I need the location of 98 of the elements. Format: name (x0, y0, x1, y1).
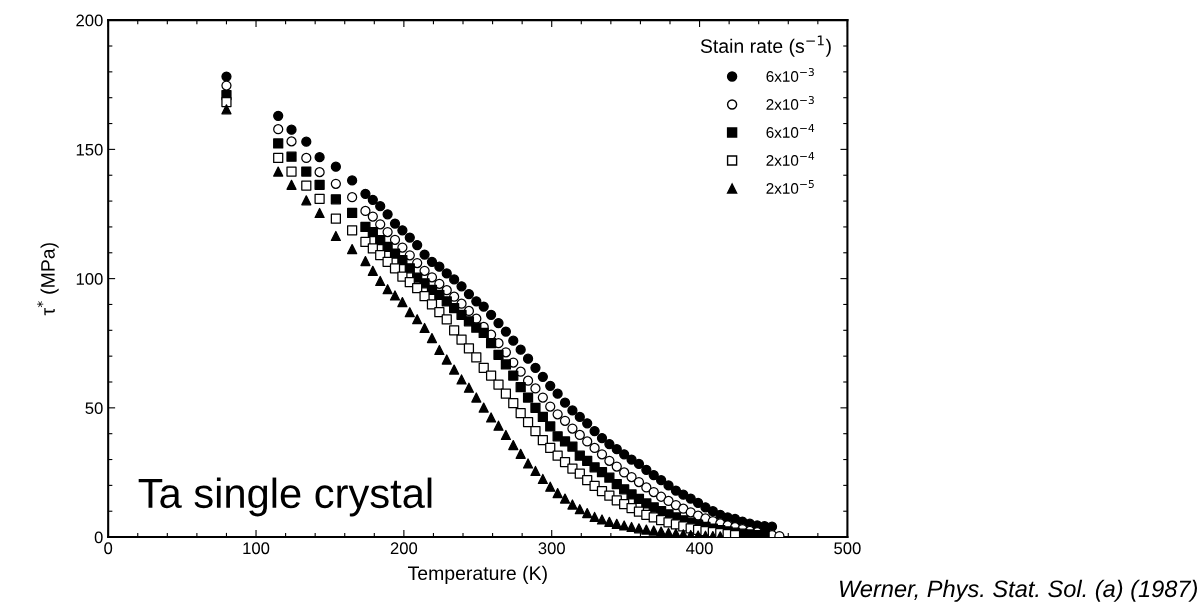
point (449, 325, 460, 336)
point (404, 307, 415, 318)
text: Werner, Phys. Stat. Sol. (a) (1987) (840, 579, 1198, 602)
point (626, 521, 637, 533)
point (485, 370, 497, 381)
point (426, 332, 438, 344)
point (545, 442, 556, 454)
point (397, 271, 408, 282)
point (559, 493, 571, 504)
point (456, 374, 467, 385)
annotation: Ta single crystal (138, 477, 432, 517)
point (389, 263, 401, 274)
point (500, 429, 512, 441)
point (537, 435, 548, 446)
y-tick-label: 0 (94, 531, 103, 544)
point (567, 499, 578, 510)
point (530, 465, 541, 477)
point (611, 518, 622, 530)
point (471, 352, 482, 363)
point (641, 524, 652, 535)
legend-label: 6x10$^{−3}$ (766, 67, 814, 82)
point (419, 322, 430, 334)
point (574, 504, 585, 515)
point (426, 299, 438, 310)
point (619, 520, 630, 531)
point (221, 104, 232, 115)
point (485, 412, 497, 423)
point (596, 514, 608, 525)
point (589, 480, 600, 492)
point (434, 344, 445, 356)
x-tick-label: 100 (243, 542, 270, 555)
y-tick-label: 50 (85, 402, 103, 415)
point (367, 265, 378, 276)
point (589, 511, 600, 523)
point (552, 488, 563, 499)
point (314, 207, 325, 219)
point (522, 416, 534, 428)
x-axis-title: Temperature (K) (408, 565, 547, 584)
point (360, 236, 371, 248)
point (515, 448, 526, 459)
point (273, 166, 284, 177)
x-tick-label: 300 (538, 542, 565, 555)
point (330, 213, 341, 224)
point (273, 152, 284, 164)
y-axis-title: τ$^{*}$ (MPa) (37, 243, 59, 316)
y-tick-label: 200 (76, 14, 103, 27)
point (382, 284, 393, 295)
point (314, 193, 325, 204)
point (301, 195, 312, 206)
point (441, 314, 452, 325)
point (567, 463, 578, 474)
point (375, 275, 386, 287)
point (493, 379, 504, 390)
point (582, 507, 593, 519)
y-tick-label: 150 (76, 143, 103, 156)
point (463, 382, 475, 393)
point (463, 343, 475, 354)
point (412, 283, 423, 294)
point (508, 398, 519, 409)
point (456, 334, 467, 345)
point (449, 364, 460, 375)
point (389, 290, 401, 301)
point (515, 407, 526, 419)
point (537, 473, 548, 485)
point (382, 256, 393, 267)
point (412, 314, 423, 325)
legend-label: 6x10$^{−4}$ (766, 124, 815, 138)
x-tick-label: 200 (390, 542, 418, 555)
point (286, 166, 297, 177)
legend-label: 2x10$^{−5}$ (766, 180, 814, 194)
x-tick-label: 500 (834, 542, 861, 555)
x-tick-label: 0 (104, 542, 113, 555)
point (500, 388, 512, 399)
point (347, 244, 358, 255)
point (397, 297, 408, 308)
point (493, 420, 504, 431)
point (419, 291, 430, 302)
point (522, 458, 534, 469)
legend-label: 2x10$^{−4}$ (766, 152, 815, 166)
point (347, 225, 358, 236)
point (478, 402, 489, 413)
x-tick-label: 400 (686, 542, 713, 555)
point (286, 179, 297, 190)
legend-label: 2x10$^{−3}$ (766, 95, 814, 110)
point (360, 255, 371, 267)
point (508, 439, 519, 451)
point (301, 180, 312, 191)
point (604, 516, 615, 527)
point (530, 425, 541, 437)
point (471, 392, 482, 403)
point (330, 230, 341, 242)
legend-title: Stain rate (s$^{−1}$) (700, 35, 831, 57)
y-tick-label: 100 (76, 273, 103, 285)
point (434, 307, 445, 318)
point (221, 96, 232, 108)
point (648, 525, 659, 536)
point (545, 481, 556, 492)
point (441, 354, 452, 365)
